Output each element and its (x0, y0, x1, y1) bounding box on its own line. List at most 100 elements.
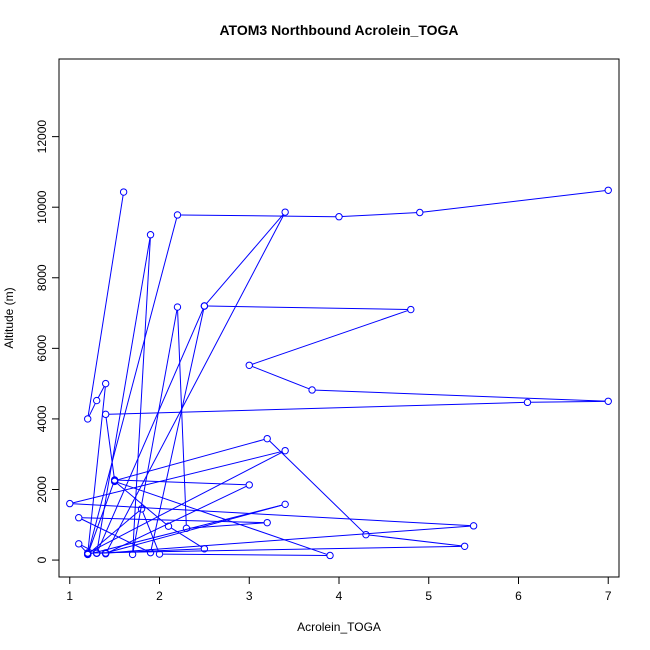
data-point (263, 518, 271, 527)
data-point (101, 379, 110, 388)
series-segment (90, 545, 462, 554)
series-segment (90, 504, 283, 555)
data-point (335, 213, 343, 221)
series-segment (132, 310, 178, 552)
data-point (173, 303, 182, 311)
data-point (460, 542, 469, 551)
data-point (75, 514, 83, 522)
data-point (308, 386, 316, 394)
chart-title: ATOM3 Northbound Acrolein_TOGA (219, 22, 458, 38)
x-tick-label: 1 (66, 589, 73, 603)
x-tick-label: 7 (605, 589, 612, 603)
data-point (146, 548, 155, 557)
series-segment (117, 479, 247, 486)
data-point (245, 481, 253, 489)
series-segment (170, 527, 202, 548)
data-point (66, 499, 74, 508)
data-point (326, 551, 334, 560)
series-segment (108, 525, 471, 554)
series-segment (72, 450, 283, 504)
y-tick-label: 4000 (35, 405, 49, 432)
series-segment (108, 504, 283, 553)
series-segment (206, 214, 284, 304)
series-segment (108, 485, 247, 553)
x-tick-label: 6 (515, 589, 522, 603)
series-segment (117, 481, 328, 555)
data-point (245, 361, 253, 369)
series-segment (269, 440, 364, 533)
data-point (200, 545, 209, 553)
series-segment (177, 310, 187, 526)
data-point (119, 188, 128, 196)
series-segment (207, 305, 408, 310)
series-segment (530, 400, 606, 403)
series-segment (88, 403, 96, 417)
series-segment (81, 518, 148, 552)
series-layer (66, 186, 612, 560)
data-point (84, 415, 92, 423)
x-tick-label: 2 (156, 589, 163, 603)
series-segment (90, 451, 283, 552)
data-point (604, 397, 612, 405)
data-point (146, 231, 155, 239)
series-segment (252, 365, 310, 390)
series-segment (422, 190, 606, 213)
y-tick-label: 2000 (35, 476, 49, 503)
series-segment (105, 417, 115, 478)
data-point (128, 550, 137, 559)
series-segment (80, 545, 86, 552)
data-point (281, 446, 289, 455)
series-segment (88, 482, 115, 552)
x-axis-label: Acrolein_TOGA (297, 620, 381, 634)
y-tick-label: 12000 (35, 120, 49, 154)
series-segment (89, 510, 140, 553)
data-point (101, 549, 110, 557)
data-point (173, 211, 182, 219)
data-point (469, 522, 478, 530)
data-point (604, 186, 612, 194)
y-tick-label: 10000 (35, 190, 49, 224)
x-tick-label: 4 (336, 589, 343, 603)
series-segment (252, 310, 408, 365)
series-segment (150, 309, 205, 550)
y-tick-label: 0 (35, 556, 49, 563)
series-segment (108, 401, 525, 415)
series-segment (162, 553, 327, 556)
x-axis: 1 2 3 4 5 6 7 (66, 576, 612, 603)
series-segment (342, 212, 417, 218)
y-axis-label: Altitude (m) (2, 287, 16, 348)
series-segment (97, 308, 204, 551)
series-segment (72, 503, 471, 527)
data-point (110, 476, 119, 485)
series-segment (315, 389, 606, 402)
data-point (92, 396, 101, 405)
data-point (137, 505, 146, 513)
y-tick-label: 6000 (35, 335, 49, 362)
series-segment (88, 217, 178, 552)
data-point (281, 500, 289, 509)
data-point (164, 522, 173, 530)
series-segment (106, 214, 285, 552)
data-point (416, 208, 424, 217)
data-point (155, 550, 164, 558)
x-tick-label: 5 (425, 589, 432, 603)
series-segment (142, 511, 159, 552)
series-segment (180, 214, 336, 218)
series-segment (87, 195, 124, 416)
y-tick-label: 8000 (35, 264, 49, 291)
data-point (263, 434, 271, 443)
data-point (92, 549, 101, 558)
data-point (84, 550, 92, 559)
data-point (75, 540, 83, 548)
data-point (200, 302, 209, 310)
data-point (101, 410, 110, 419)
data-point (407, 305, 415, 314)
series-segment (97, 386, 105, 398)
data-point (523, 398, 532, 407)
series-segment (96, 237, 151, 550)
series-segment (117, 439, 265, 481)
y-axis: 0 2000 4000 6000 8000 10000 12000 (35, 120, 60, 563)
x-tick-label: 3 (246, 589, 253, 603)
